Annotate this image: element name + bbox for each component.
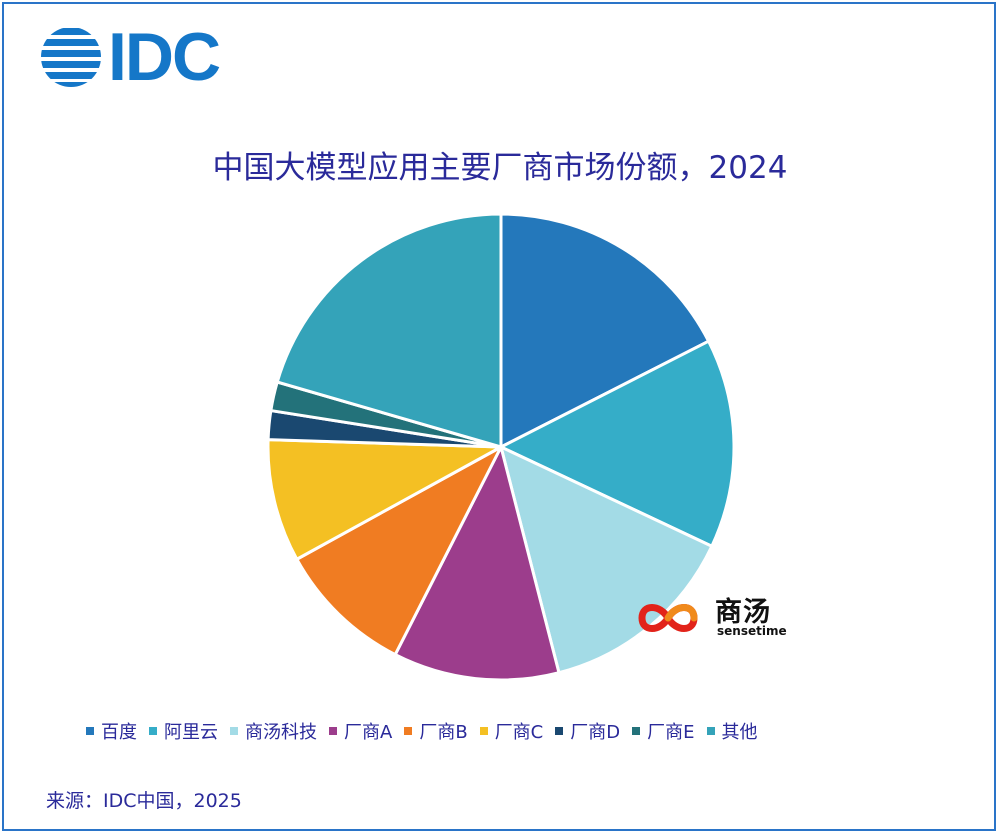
legend-item-3: 厂商A	[329, 718, 392, 744]
legend-label: 百度	[101, 722, 137, 743]
chart-title: 中国大模型应用主要厂商市场份额，2024	[212, 150, 788, 186]
legend-swatch	[329, 727, 337, 735]
legend-label: 厂商A	[344, 722, 393, 743]
legend-item-0: 百度	[86, 718, 137, 744]
legend-swatch	[149, 727, 157, 735]
legend-swatch	[479, 727, 488, 735]
legend-swatch	[404, 727, 413, 735]
sensetime-en-text: sensetime	[717, 624, 787, 638]
pie-slice-0	[499, 212, 711, 449]
legend-label: 厂商B	[419, 722, 468, 743]
pie-slice-1	[499, 339, 736, 548]
legend-item-5: 厂商C	[479, 718, 544, 744]
legend-label: 厂商C	[494, 722, 544, 743]
sensetime-cn-text: 商汤	[715, 597, 771, 628]
idc-logo: IDC	[40, 19, 221, 95]
idc-globe-icon	[41, 28, 101, 87]
legend-label: 厂商D	[570, 722, 621, 743]
legend-label: 商汤科技	[245, 722, 317, 743]
legend-item-6: 厂商D	[555, 718, 620, 744]
chart-legend: 百度 阿里云 商汤科技 厂商A 厂商B 厂商C 厂商D 厂商E 其他	[86, 718, 770, 744]
source-note: 来源：IDC中国，2025	[46, 790, 242, 812]
legend-item-2: 商汤科技	[230, 718, 317, 744]
legend-label: 厂商E	[647, 722, 695, 743]
legend-swatch	[555, 727, 564, 735]
sensetime-logo-icon	[638, 604, 698, 632]
legend-item-7: 厂商E	[632, 718, 695, 744]
idc-logo-text: IDC	[108, 19, 221, 95]
legend-swatch	[706, 727, 715, 735]
pie-slice-4	[295, 445, 503, 657]
pie-slice-5	[266, 438, 503, 561]
legend-item-8: 其他	[706, 718, 758, 744]
pie-slice-3	[393, 445, 561, 682]
legend-label: 阿里云	[164, 722, 218, 743]
legend-swatch	[632, 727, 641, 735]
legend-label: 其他	[721, 722, 758, 743]
legend-item-4: 厂商B	[404, 718, 468, 744]
legend-swatch	[230, 727, 238, 735]
legend-item-1: 阿里云	[149, 718, 218, 744]
legend-swatch	[86, 727, 94, 735]
pie-slice-8	[275, 212, 503, 449]
